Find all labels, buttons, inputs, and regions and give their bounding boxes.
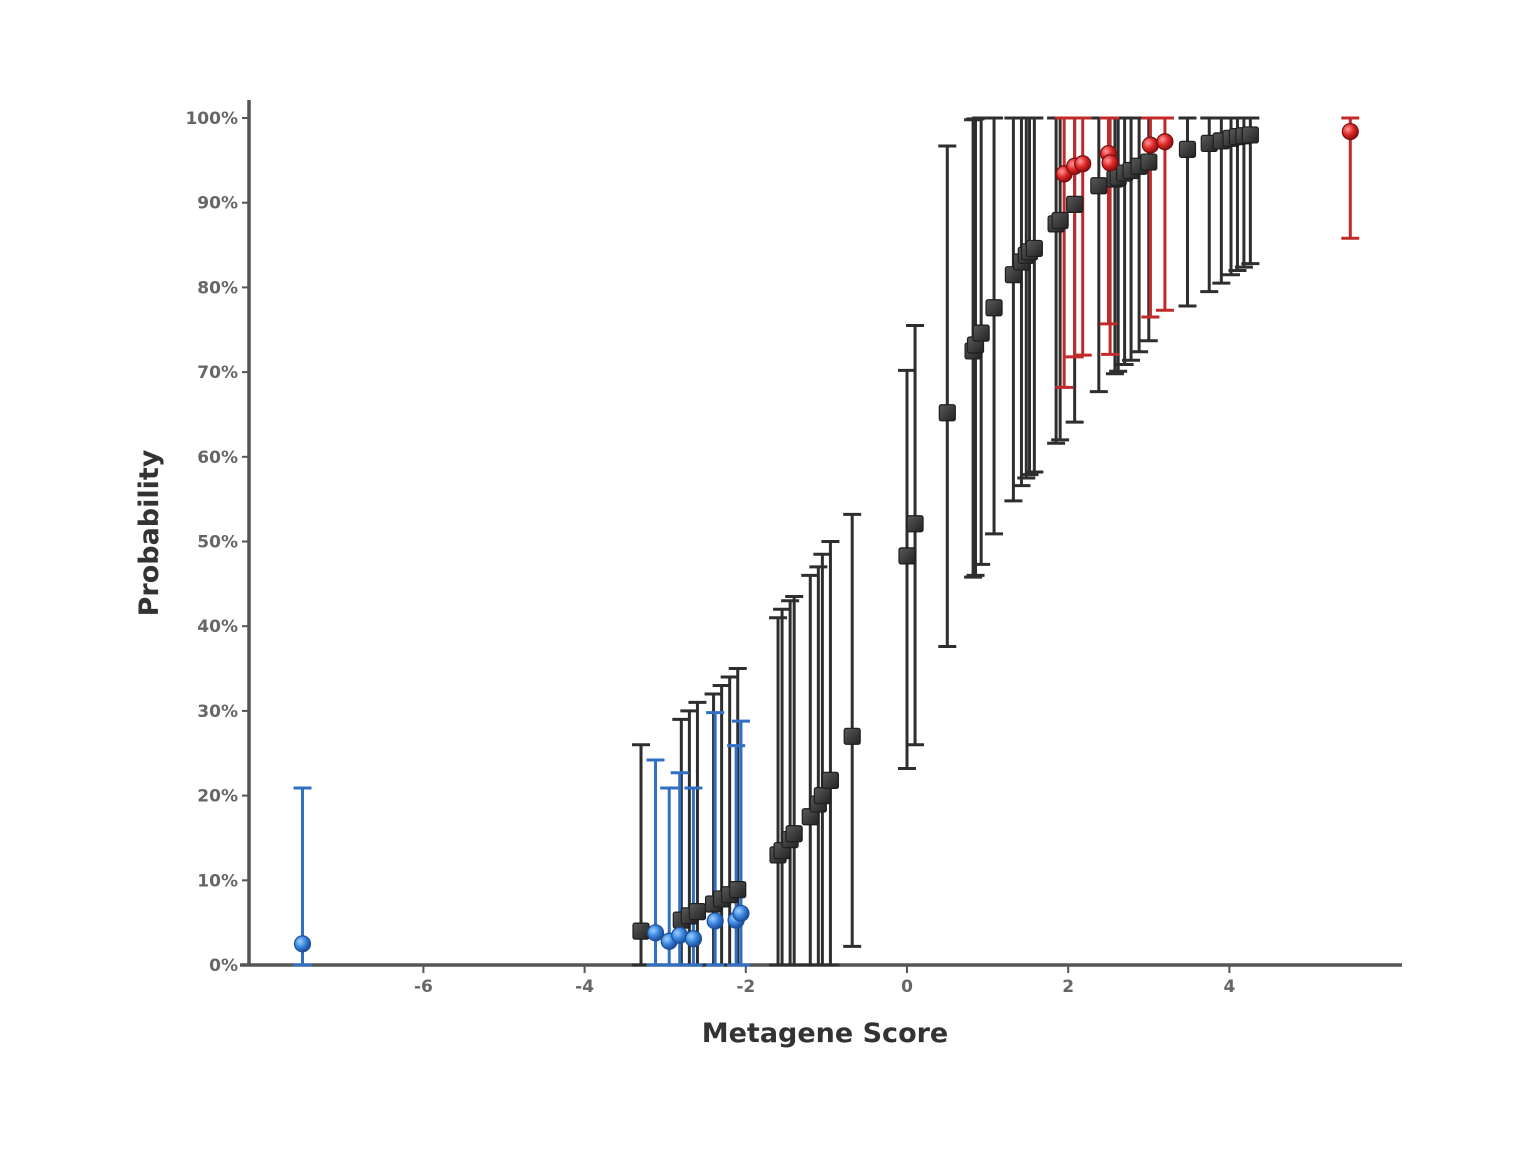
gray-error-bar — [821, 540, 840, 967]
y-axis-title: Probability — [134, 449, 165, 616]
y-tick-label: 70% — [197, 363, 238, 383]
gray-error-bar — [1004, 116, 1023, 503]
red-circle-marker — [1341, 122, 1359, 141]
x-tick-label: 4 — [1223, 977, 1235, 997]
gray-square-marker — [1051, 211, 1069, 230]
gray-square-marker — [972, 324, 990, 342]
gray-error-bar — [1025, 116, 1044, 474]
y-tick-label: 80% — [197, 278, 238, 298]
gray-error-bar — [801, 573, 820, 967]
y-tick-label: 100% — [185, 109, 238, 129]
red-circle-marker — [1156, 133, 1174, 151]
gray-error-bar — [781, 599, 800, 967]
gray-error-bar — [938, 144, 957, 649]
y-tick-label: 60% — [197, 448, 238, 468]
gray-square-marker — [906, 515, 924, 533]
gray-error-bar — [809, 565, 828, 967]
gray-square-marker — [821, 771, 840, 789]
x-tick-label: 2 — [1062, 977, 1074, 997]
y-tick-label: 50% — [197, 533, 238, 553]
gray-square-marker — [985, 299, 1003, 317]
data-markers — [293, 122, 1359, 953]
gray-square-marker — [813, 786, 831, 805]
y-tick-label: 40% — [197, 617, 238, 637]
blue-circle-marker — [732, 904, 750, 922]
error-bars — [293, 116, 1360, 967]
gray-square-marker — [729, 881, 747, 899]
gray-square-marker — [688, 903, 707, 921]
gray-square-marker — [1025, 239, 1043, 258]
gray-error-bar — [688, 700, 707, 967]
x-tick-label: -4 — [575, 977, 594, 997]
red-circle-marker — [1141, 136, 1160, 154]
gray-error-bar — [898, 368, 916, 770]
gray-square-marker — [898, 547, 916, 565]
gray-square-marker — [843, 727, 861, 745]
gray-square-marker — [785, 825, 803, 843]
red-circle-marker — [1074, 155, 1092, 173]
x-tick-label: 0 — [901, 977, 913, 997]
gray-error-bar — [769, 616, 788, 967]
gray-error-bar — [813, 552, 832, 967]
gray-square-marker — [632, 922, 650, 940]
x-tick-label: -6 — [414, 977, 433, 997]
red-error-bar — [1073, 116, 1092, 357]
gray-square-marker — [1140, 153, 1158, 171]
gray-square-marker — [1066, 195, 1084, 213]
x-axis-title: Metagene Score — [702, 1018, 949, 1049]
blue-circle-marker — [684, 930, 703, 948]
x-axis: -6 -4 -2 0 2 4 — [240, 963, 1402, 997]
red-circle-marker — [1101, 154, 1119, 172]
gray-error-bar — [773, 607, 792, 967]
gray-square-marker — [1178, 140, 1197, 158]
y-tick-label: 20% — [197, 787, 238, 807]
gray-square-marker — [1241, 126, 1259, 144]
gray-square-marker — [938, 404, 956, 422]
blue-circle-marker — [293, 935, 312, 953]
y-tick-label: 30% — [197, 702, 238, 722]
red-error-bar — [1055, 116, 1074, 389]
gray-error-bar — [785, 595, 804, 967]
blue-circle-marker — [646, 924, 665, 942]
gray-error-bar — [906, 324, 925, 747]
gray-square-marker — [1090, 177, 1108, 195]
y-tick-label: 10% — [197, 871, 238, 891]
blue-circle-marker — [706, 912, 724, 930]
y-tick-label: 0% — [209, 956, 238, 976]
y-axis: 0% 10% 20% 30% 40% 50% 60% 70% 80% 90% 100% — [185, 100, 251, 976]
y-tick-label: 90% — [197, 194, 238, 214]
x-tick-label: -2 — [736, 977, 755, 997]
red-error-bar — [1065, 116, 1084, 359]
gray-error-bar — [985, 116, 1004, 536]
